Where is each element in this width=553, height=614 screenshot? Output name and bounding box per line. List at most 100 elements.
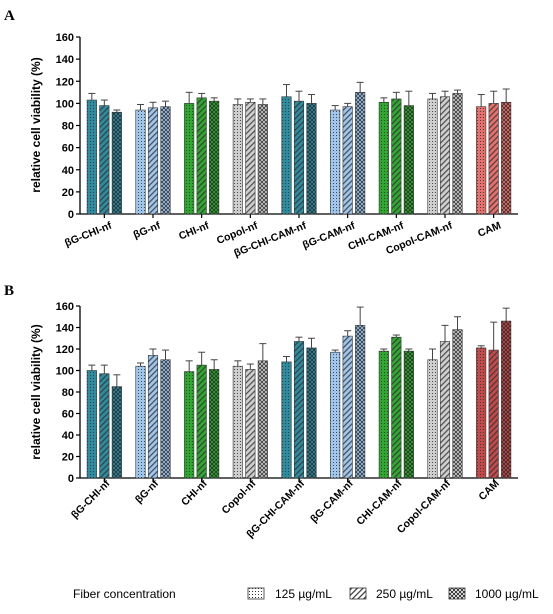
legend-label-250: 250 µg/mL — [376, 587, 433, 601]
bar-pattern — [293, 341, 305, 479]
bar-pattern — [281, 96, 292, 215]
y-tick-label: 60 — [62, 409, 74, 421]
y-tick-label: 100 — [56, 98, 74, 110]
bar-pattern — [209, 369, 220, 479]
bar-pattern — [232, 365, 243, 479]
legend-label-1000: 1000 µg/mL — [475, 587, 539, 601]
bar-pattern — [452, 329, 463, 479]
bar-pattern — [281, 361, 292, 479]
panel-a: A relative cell viability (%) 0 20 40 60 80 1… — [4, 8, 518, 260]
y-tick-label: 120 — [56, 76, 74, 88]
y-tick-label: 140 — [56, 54, 74, 66]
bar-pattern — [184, 103, 195, 215]
x-tick-label: Copol-nf — [219, 477, 258, 516]
y-tick-label: 160 — [56, 301, 74, 313]
bar-pattern — [501, 101, 512, 215]
x-tick-label: βG-CAM-nf — [308, 477, 356, 525]
y-tick-label: 20 — [62, 452, 74, 464]
bar-pattern — [160, 106, 171, 215]
bar-pattern — [196, 364, 207, 479]
bar-pattern — [488, 349, 499, 479]
bar-pattern — [306, 347, 317, 479]
bar-pattern — [439, 341, 451, 479]
panel-a-letter: A — [4, 8, 15, 24]
y-tick-label: 100 — [56, 366, 74, 378]
bar-pattern — [476, 106, 487, 215]
x-tick-label: βG-CHI-nf — [69, 477, 113, 521]
panel-a-ylabel: relative cell viability (%) — [29, 57, 43, 192]
bar-pattern — [111, 111, 122, 215]
bar-pattern — [403, 105, 414, 215]
bar-pattern — [245, 101, 256, 215]
bar-pattern — [86, 99, 97, 215]
bar-pattern — [147, 355, 159, 479]
bar-pattern — [111, 386, 122, 479]
bar-pattern — [391, 98, 402, 215]
bar-pattern — [99, 373, 110, 479]
bar-pattern — [135, 109, 146, 215]
legend-swatch-125 — [247, 587, 265, 600]
bar-pattern — [342, 106, 353, 215]
bar-pattern — [232, 104, 243, 215]
bar-pattern — [391, 336, 402, 479]
y-tick-label: 120 — [56, 344, 74, 356]
y-tick-label: 160 — [56, 32, 74, 44]
bar-pattern — [86, 370, 97, 479]
bar-pattern — [184, 371, 195, 479]
bar-pattern — [501, 320, 512, 479]
bar-pattern — [209, 100, 220, 215]
bar-pattern — [439, 96, 451, 215]
y-tick-label: 0 — [68, 473, 74, 485]
bar-pattern — [378, 101, 389, 215]
bar-pattern — [355, 92, 366, 215]
y-tick-label: 60 — [62, 143, 74, 155]
bar-pattern — [257, 360, 268, 479]
bar-pattern — [196, 97, 207, 215]
bar-pattern — [293, 100, 305, 215]
panel-b: B relative cell viability (%) 0 20 40 60 80 1… — [4, 283, 518, 541]
bar-pattern — [330, 351, 341, 479]
panel-b-ylabel: relative cell viability (%) — [29, 324, 43, 459]
x-tick-label: βG-nf — [132, 219, 163, 241]
y-tick-label: 40 — [62, 430, 74, 442]
panel-b-letter: B — [4, 283, 14, 299]
bar-pattern — [330, 109, 341, 215]
legend-title: Fiber concentration — [73, 587, 176, 601]
bar-pattern — [160, 359, 171, 479]
x-tick-label: CHI-nf — [179, 477, 210, 508]
panel-a-marks: 0 20 40 60 80 100 120 140 160 βG-CHI-nf βG-nf CHI-n… — [56, 32, 518, 260]
legend-swatch-1000 — [448, 587, 466, 600]
y-tick-label: 40 — [62, 165, 74, 177]
bar-pattern — [135, 365, 146, 479]
bar-pattern — [355, 325, 366, 479]
y-tick-label: 140 — [56, 323, 74, 335]
bar-pattern — [476, 347, 487, 479]
y-tick-label: 20 — [62, 187, 74, 199]
x-tick-label: CAM — [476, 220, 503, 240]
legend-label-125: 125 µg/mL — [275, 587, 332, 601]
bar-pattern — [427, 98, 438, 215]
bar-pattern — [306, 103, 317, 215]
bar-pattern — [245, 369, 256, 479]
bar-pattern — [147, 107, 159, 215]
y-tick-label: 80 — [62, 121, 74, 133]
y-tick-label: 80 — [62, 387, 74, 399]
bar-pattern — [99, 105, 110, 215]
y-tick-label: 0 — [68, 209, 74, 221]
bar-pattern — [403, 350, 414, 479]
bar-pattern — [378, 350, 389, 479]
legend-swatch-250 — [349, 587, 367, 600]
bar-pattern — [257, 104, 268, 215]
x-tick-label: CHI-CAM-nf — [354, 477, 404, 527]
bar-pattern — [342, 335, 353, 479]
x-tick-label: CHI-nf — [177, 219, 211, 242]
x-tick-label: βG-nf — [133, 477, 162, 506]
panel-b-marks: 0 20 40 60 80 100 120 140 160 βG-CHI-nf βG-nf CHI-n… — [56, 301, 518, 541]
x-tick-label: CAM — [476, 477, 502, 503]
bar-pattern — [452, 93, 463, 215]
legend: Fiber concentration 125 µg/mL 250 µg/mL … — [73, 587, 539, 601]
bar-pattern — [488, 103, 499, 215]
x-tick-label: βG-CHI-nf — [63, 219, 114, 249]
bar-pattern — [427, 359, 438, 479]
